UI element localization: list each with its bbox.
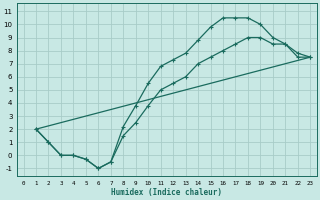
X-axis label: Humidex (Indice chaleur): Humidex (Indice chaleur) — [111, 188, 222, 197]
